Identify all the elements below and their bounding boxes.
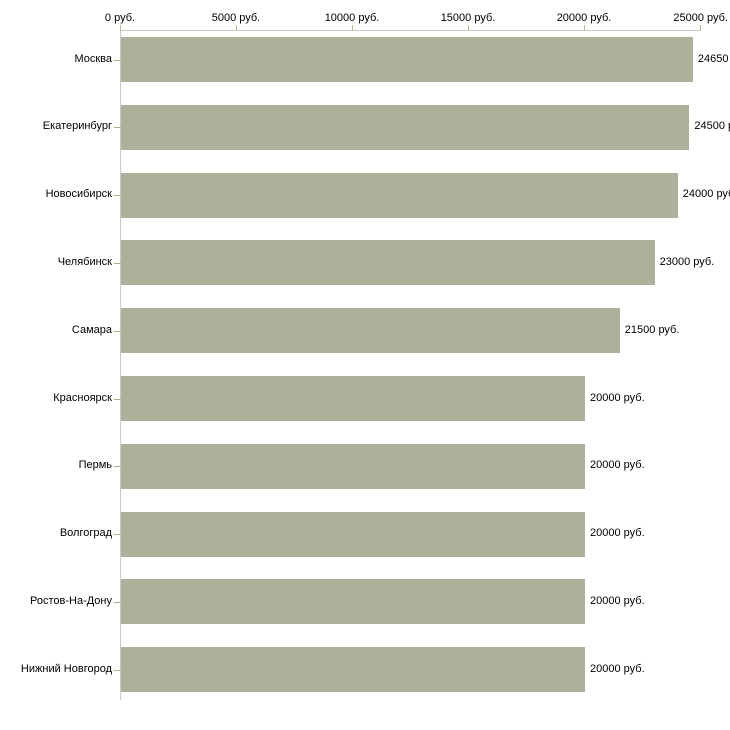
category-label: Пермь bbox=[78, 459, 112, 472]
value-label: 20000 руб. bbox=[590, 662, 645, 675]
x-axis-tick bbox=[352, 25, 353, 31]
category-label: Нижний Новгород bbox=[20, 662, 112, 675]
category-tick bbox=[114, 127, 121, 129]
category-tick bbox=[114, 262, 121, 264]
category-tick bbox=[114, 669, 121, 671]
category-label: Челябинск bbox=[57, 255, 112, 268]
x-axis-tick bbox=[120, 25, 121, 31]
bar bbox=[121, 511, 585, 557]
category-tick bbox=[114, 466, 121, 468]
category-tick bbox=[114, 601, 121, 603]
category-label: Новосибирск bbox=[45, 188, 112, 201]
category-label: Самара bbox=[71, 323, 112, 336]
bar bbox=[121, 579, 585, 625]
bar bbox=[121, 376, 585, 421]
category-label: Екатеринбург bbox=[42, 120, 112, 133]
x-axis-tick-label: 10000 руб. bbox=[324, 12, 380, 24]
x-axis-tick bbox=[700, 25, 701, 31]
category-tick bbox=[114, 59, 121, 61]
category-label: Ростов-На-Дону bbox=[29, 594, 112, 607]
value-label: 20000 руб. bbox=[590, 594, 645, 607]
value-label: 24000 руб. bbox=[682, 188, 730, 201]
category-tick bbox=[114, 330, 121, 332]
x-axis-tick bbox=[236, 25, 237, 31]
bar bbox=[121, 647, 585, 693]
x-axis-line bbox=[120, 30, 701, 31]
bar bbox=[121, 308, 620, 354]
x-axis-tick-label: 15000 руб. bbox=[440, 12, 496, 24]
value-label: 21500 руб. bbox=[624, 323, 680, 336]
value-label: 24500 руб. bbox=[694, 120, 730, 133]
y-axis-line bbox=[120, 30, 121, 700]
category-tick bbox=[114, 398, 121, 400]
category-label: Москва bbox=[74, 52, 112, 65]
category-tick bbox=[114, 195, 121, 197]
bar bbox=[121, 104, 690, 150]
x-axis-tick-label: 25000 руб. bbox=[673, 12, 728, 24]
category-label: Красноярск bbox=[53, 391, 112, 404]
category-tick bbox=[114, 534, 121, 536]
bar bbox=[121, 240, 655, 286]
value-label: 20000 руб. bbox=[590, 459, 645, 472]
value-label: 20000 руб. bbox=[590, 391, 645, 404]
x-axis-tick bbox=[584, 25, 585, 31]
x-axis-tick-label: 5000 руб. bbox=[211, 12, 261, 24]
x-axis-tick-label: 0 руб. bbox=[104, 12, 136, 24]
bar bbox=[121, 37, 693, 82]
bar bbox=[121, 172, 678, 218]
x-axis-tick-label: 20000 руб. bbox=[556, 12, 612, 24]
value-label: 23000 руб. bbox=[659, 255, 715, 268]
category-label: Волгоград bbox=[59, 527, 112, 540]
x-axis-tick bbox=[468, 25, 469, 31]
value-label: 20000 руб. bbox=[590, 527, 645, 540]
bar bbox=[121, 443, 585, 489]
value-label: 24650 руб. bbox=[697, 52, 730, 65]
